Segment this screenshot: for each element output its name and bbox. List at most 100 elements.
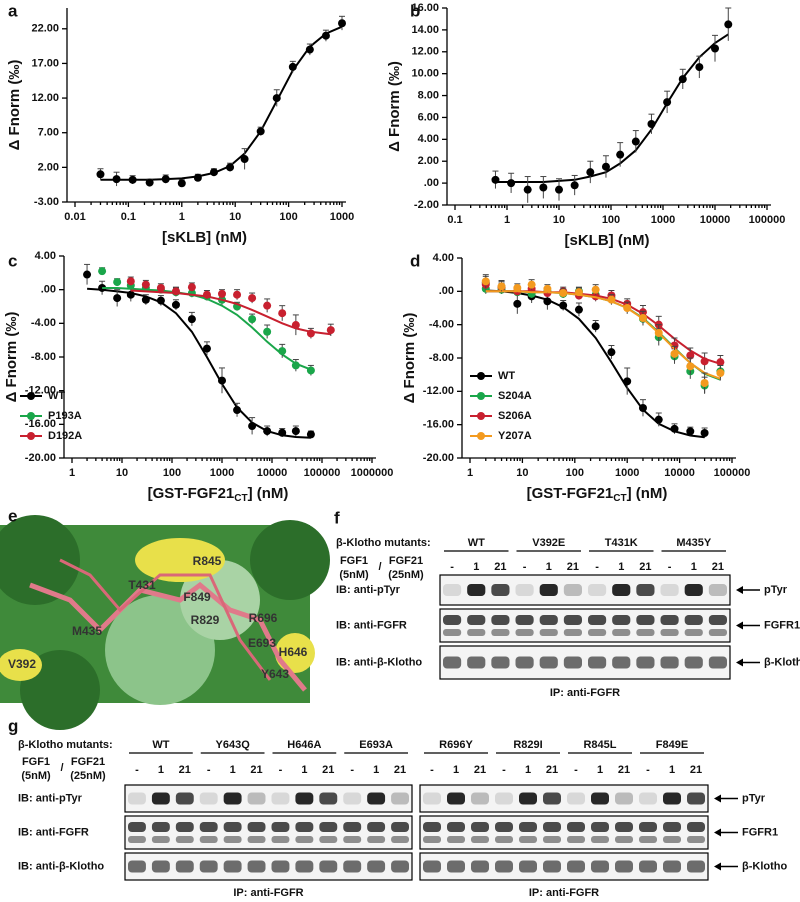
- data-point: [507, 179, 516, 188]
- y-tick-label: 12.00: [31, 92, 59, 104]
- data-point: [248, 294, 257, 303]
- data-point: [171, 287, 180, 296]
- mutants-label: β-Klotho mutants:: [336, 537, 431, 549]
- data-point: [218, 289, 226, 298]
- blot-frame: [439, 574, 731, 606]
- lane-label: 1: [301, 764, 307, 776]
- panel-letter: g: [8, 716, 18, 735]
- lane-label: 21: [494, 561, 506, 573]
- blot-row-label: IB: anti-FGFR: [336, 619, 407, 631]
- y-tick-label: 12.00: [411, 46, 439, 58]
- x-tick-label: 100000: [749, 214, 786, 226]
- data-point: [96, 170, 105, 179]
- y-tick-label: 22.00: [31, 23, 59, 35]
- blot-band: [367, 792, 386, 805]
- blot-band: [588, 656, 607, 669]
- data-point: [226, 163, 235, 172]
- lane-label: 21: [567, 561, 579, 573]
- x-tick-label: 1: [467, 467, 473, 479]
- treatment-label: FGF1: [22, 756, 50, 768]
- y-tick-label: -2.00: [414, 199, 439, 211]
- blot-band: [636, 629, 655, 636]
- data-point: [623, 304, 632, 312]
- blot-band: [684, 584, 703, 596]
- x-tick-label: 100: [163, 467, 181, 479]
- ip-label: IP: anti-FGFR: [550, 687, 620, 699]
- blot-band: [639, 792, 657, 805]
- band-label: β-Klotho: [764, 656, 800, 668]
- lane-label: 21: [712, 561, 724, 573]
- x-axis-label: [sKLB] (nM): [565, 232, 650, 249]
- blot-band: [271, 836, 290, 843]
- data-point: [574, 305, 583, 314]
- y-tick-label: 6.00: [418, 111, 439, 123]
- blot-band: [615, 822, 633, 832]
- data-point: [716, 358, 725, 367]
- data-point: [616, 150, 625, 159]
- blot-band: [491, 656, 510, 669]
- panel-letter: a: [8, 1, 18, 20]
- lane-label: -: [502, 764, 506, 776]
- x-tick-label: 10000: [257, 467, 288, 479]
- data-point: [187, 315, 196, 324]
- blot-band: [343, 822, 362, 832]
- residue-label: Y643: [261, 667, 289, 681]
- blot-band: [636, 615, 655, 625]
- arrow-head: [736, 658, 743, 667]
- legend-label: Y207A: [498, 430, 532, 442]
- data-point: [306, 366, 315, 375]
- data-point: [202, 344, 211, 353]
- blot-band: [443, 629, 462, 636]
- blot-row-label: IB: anti-β-Klotho: [18, 860, 104, 872]
- y-tick-label: -20.00: [25, 452, 56, 464]
- blot-frame: [419, 815, 709, 850]
- x-tick-label: 0.1: [447, 214, 462, 226]
- lane-label: -: [350, 764, 354, 776]
- data-point: [678, 75, 687, 84]
- blot-band: [660, 615, 679, 625]
- blot-band: [684, 615, 703, 625]
- data-point: [711, 44, 719, 53]
- data-point: [98, 267, 107, 276]
- data-point: [161, 175, 170, 184]
- blot-band: [367, 836, 386, 843]
- data-point: [638, 314, 647, 322]
- blot-band: [223, 860, 242, 873]
- blot-band: [447, 860, 465, 873]
- data-point: [202, 290, 211, 299]
- y-tick-label: -12.00: [423, 385, 454, 397]
- fit-curve: [485, 290, 721, 365]
- residue-label: H646: [279, 645, 308, 659]
- lane-label: 21: [618, 764, 630, 776]
- blot-band: [391, 860, 409, 873]
- data-point: [272, 94, 281, 103]
- peptide-stick: [59, 558, 272, 681]
- blot-band: [467, 629, 486, 636]
- y-tick-label: -16.00: [25, 418, 56, 430]
- data-point: [523, 185, 532, 194]
- legend-label: S204A: [498, 390, 532, 402]
- data-point: [278, 309, 287, 318]
- data-point: [291, 361, 300, 370]
- residue-label: T431: [128, 578, 156, 592]
- x-tick-label: 1000: [210, 467, 234, 479]
- blot-band: [467, 615, 486, 625]
- data-point: [638, 404, 647, 412]
- data-point: [513, 284, 522, 292]
- y-tick-label: 17.00: [31, 57, 59, 69]
- blot-band: [687, 792, 705, 805]
- y-tick-label: .00: [41, 284, 56, 296]
- blot-frame: [439, 608, 731, 643]
- blot-band: [199, 836, 218, 843]
- data-point: [156, 296, 165, 305]
- blot-band: [467, 656, 486, 669]
- data-point: [187, 283, 196, 292]
- group-label: F849E: [656, 739, 688, 751]
- data-point: [263, 427, 272, 436]
- lane-label: -: [646, 764, 650, 776]
- lane-label: 1: [525, 764, 531, 776]
- data-point: [263, 327, 272, 336]
- group-label: R845L: [583, 739, 616, 751]
- blot-band: [543, 792, 561, 805]
- data-point: [555, 185, 563, 194]
